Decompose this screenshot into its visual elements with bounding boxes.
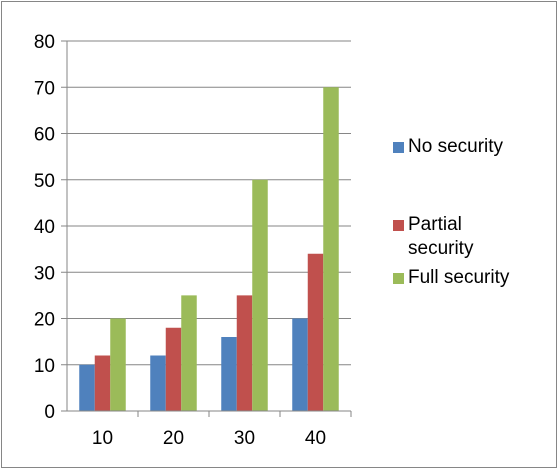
bar-partial-security-30 (236, 295, 253, 411)
bars (79, 87, 339, 411)
legend-label-no-security: No security (408, 136, 504, 157)
y-tick-label: 40 (34, 217, 55, 238)
bar-no-security-30 (221, 337, 237, 411)
x-tick-labels: 10 20 30 40 (92, 428, 326, 449)
bar-full-security-20 (181, 295, 197, 411)
bar-no-security-20 (150, 355, 166, 411)
x-tick-label: 30 (234, 428, 255, 449)
bar-full-security-40 (323, 87, 339, 411)
bar-full-security-10 (110, 318, 126, 411)
legend-item-full-security: Full security (393, 266, 509, 290)
bar-full-security-30 (252, 179, 268, 411)
legend-swatch-full-security (393, 273, 404, 284)
y-tick-label: 70 (34, 78, 55, 99)
legend-swatch-partial-security (393, 220, 404, 231)
y-tick-label: 20 (34, 310, 55, 331)
x-tick-label: 40 (305, 428, 326, 449)
bar-no-security-10 (79, 364, 95, 411)
y-tick-labels: 0 10 20 30 40 50 60 70 80 (34, 32, 55, 423)
y-tick-label: 0 (44, 402, 55, 423)
y-tick-label: 10 (34, 356, 55, 377)
bar-partial-security-40 (307, 253, 324, 411)
y-tick-label: 30 (34, 263, 55, 284)
legend-label-partial-security: Partial security (408, 214, 474, 259)
axes (66, 41, 351, 412)
y-tick-label: 60 (34, 125, 55, 146)
bar-no-security-40 (292, 318, 308, 411)
x-tick-label: 10 (92, 428, 113, 449)
y-tick-label: 50 (34, 171, 55, 192)
bar-partial-security-20 (165, 327, 182, 411)
legend-swatch-no-security (393, 142, 404, 153)
x-tick-label: 20 (163, 428, 184, 449)
bar-partial-security-10 (94, 355, 111, 411)
legend-item-no-security: No security (393, 135, 503, 159)
legend-item-partial-security: Partial security (393, 213, 503, 261)
y-tick-label: 80 (34, 32, 55, 53)
legend-label-full-security: Full security (408, 267, 510, 288)
